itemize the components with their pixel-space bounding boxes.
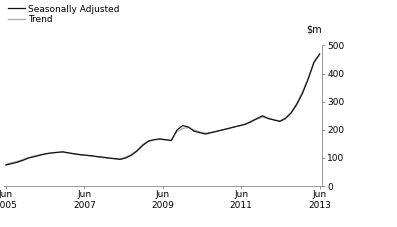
Line: Seasonally Adjusted: Seasonally Adjusted — [6, 54, 320, 165]
Text: $m: $m — [306, 24, 322, 34]
Trend — [317, 54, 322, 57]
Seasonally Adjusted — [4, 164, 8, 166]
Trend — [4, 163, 8, 165]
Trend — [197, 131, 202, 133]
Seasonally Adjusted — [209, 131, 214, 134]
Trend — [243, 123, 248, 126]
Line: Trend: Trend — [6, 55, 320, 164]
Trend — [180, 127, 185, 130]
Legend: Seasonally Adjusted, Trend: Seasonally Adjusted, Trend — [8, 5, 120, 24]
Seasonally Adjusted — [243, 123, 248, 126]
Trend — [209, 131, 214, 134]
Seasonally Adjusted — [180, 124, 185, 127]
Trend — [9, 161, 14, 164]
Seasonally Adjusted — [9, 162, 14, 165]
Seasonally Adjusted — [197, 131, 202, 134]
Trend — [118, 158, 122, 160]
Seasonally Adjusted — [317, 52, 322, 55]
Seasonally Adjusted — [118, 158, 122, 161]
